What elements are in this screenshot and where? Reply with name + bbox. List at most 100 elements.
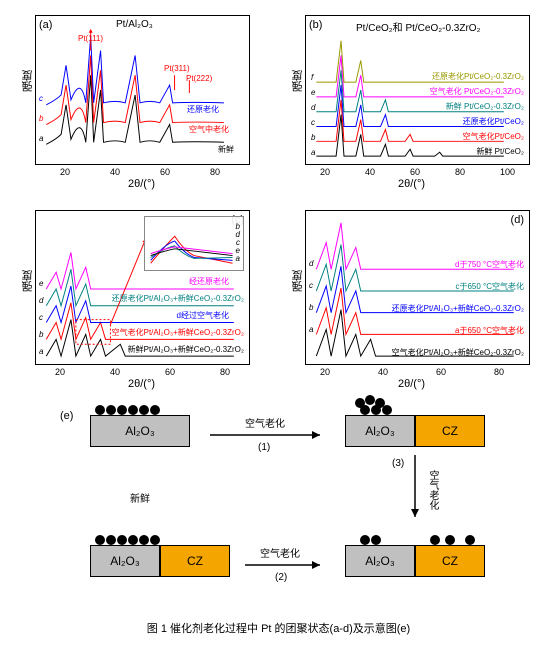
p-bl-5: [150, 535, 160, 545]
p-tl-5: [150, 405, 160, 415]
td-c: c: [309, 281, 313, 290]
arrow-2-num: (2): [275, 572, 287, 583]
sub-br-cz: CZ: [415, 545, 485, 577]
xc-t1: 40: [110, 367, 120, 377]
xb-t3: 80: [455, 167, 465, 177]
p-tr-1: [365, 395, 375, 405]
ad-2: 还原老化Pt/Al₂O₃+新鲜CeO₂-0.3ZrO₂: [392, 303, 524, 314]
xa-t3: 80: [210, 167, 220, 177]
panel-c-inset: b d c e a: [144, 216, 244, 271]
trace-a-c: c: [39, 94, 43, 103]
p-bl-1: [106, 535, 116, 545]
peak-pt222: Pt(222): [186, 74, 212, 83]
xb-t1: 40: [365, 167, 375, 177]
sub-br-al-label: Al₂O₃: [365, 554, 395, 568]
panel-c: (c) b d c e a e d c b a 经还原老化 还原老化Pt/Al₂…: [35, 210, 250, 365]
trace-a-b: b: [39, 114, 43, 123]
ab-1: 空气老化Pt/CeO₂: [463, 131, 524, 142]
xa-t1: 40: [110, 167, 120, 177]
figure-caption: 图 1 催化剂老化过程中 Pt 的团聚状态(a-d)及示意图(e): [0, 620, 557, 636]
ac-3: 还原老化Pt/Al₂O₃+新鲜CeO₂-0.3ZrO₂: [112, 293, 244, 304]
tc-b: b: [39, 330, 43, 339]
xd-t3: 80: [494, 367, 504, 377]
ac-0: 新鲜Pt/Al₂O₃+新鲜CeO₂-0.3ZrO₂: [128, 344, 244, 355]
p-tl-1: [106, 405, 116, 415]
inset-chart: [145, 217, 243, 270]
xd-t1: 40: [378, 367, 388, 377]
arrow-3-num: (3): [392, 458, 404, 469]
sub-bl-al-label: Al₂O₃: [110, 554, 140, 568]
xc-t3: 80: [220, 367, 230, 377]
sub-bl-cz-label: CZ: [187, 554, 203, 568]
ac-2: d经过空气老化: [177, 310, 229, 321]
xd-t0: 20: [320, 367, 330, 377]
xa-t0: 20: [60, 167, 70, 177]
p-tl-4: [139, 405, 149, 415]
tb-a: a: [311, 148, 315, 157]
peak-pt111: Pt(111): [78, 34, 103, 43]
arrow-2-label: 空气老化: [260, 545, 300, 560]
panel-d-ylabel: 强度: [290, 270, 306, 292]
sub-tl-al-label: Al₂O₃: [125, 424, 155, 438]
ab-0: 新鲜 Pt/CeO₂: [476, 146, 524, 157]
ad-1: a于650 °C空气老化: [455, 325, 524, 336]
p-br-2: [430, 535, 440, 545]
panel-b: (b) Pt/CeO₂和 Pt/CeO₂-0.3ZrO₂ f e d c b a…: [305, 15, 530, 165]
panel-d: (d) d c b a d于750 °C空气老化 c于650 °C空气老化 还原…: [305, 210, 530, 365]
fresh-label: 新鲜: [130, 490, 150, 505]
td-b: b: [309, 303, 313, 312]
tb-c: c: [311, 118, 315, 127]
ad-0: 空气老化Pt/Al₂O₃+新鲜CeO₂-0.3ZrO₂: [392, 347, 524, 358]
sub-br-cz-label: CZ: [442, 554, 458, 568]
p-tl-0: [95, 405, 105, 415]
td-d: d: [309, 259, 313, 268]
ab-3: 新鲜 Pt/CeO₂-0.3ZrO₂: [446, 101, 524, 112]
panel-a-chart: [36, 16, 249, 164]
ab-2: 还原老化Pt/CeO₂: [463, 116, 524, 127]
p-br-0: [360, 535, 370, 545]
arrow-1-label: 空气老化: [245, 415, 285, 430]
xb-t2: 60: [410, 167, 420, 177]
ann-a-1: 空气中老化: [189, 124, 229, 135]
tb-e: e: [311, 88, 315, 97]
xb-t0: 20: [320, 167, 330, 177]
arrow-3: [405, 455, 425, 525]
panel-c-ylabel: 强度: [20, 270, 36, 292]
p-tl-3: [128, 405, 138, 415]
p-br-3: [445, 535, 455, 545]
panel-a-ylabel: 强度: [20, 70, 36, 92]
sub-tr-al-label: Al₂O₃: [365, 424, 395, 438]
arrow-3-label: 空气老化: [425, 470, 440, 510]
ab-5: 还原老化Pt/CeO₂-0.3ZrO₂: [432, 71, 524, 82]
ad-4: d于750 °C空气老化: [455, 259, 524, 270]
p-tr-4: [371, 405, 381, 415]
peak-pt311: Pt(311): [164, 64, 190, 73]
tb-b: b: [311, 133, 315, 142]
tc-c: c: [39, 313, 43, 322]
panel-e-label: (e): [60, 410, 73, 422]
trace-a-a: a: [39, 134, 43, 143]
p-tr-5: [382, 405, 392, 415]
xa-t2: 60: [160, 167, 170, 177]
tc-e: e: [39, 279, 43, 288]
ic-a: a: [236, 254, 240, 263]
panel-d-xlabel: 2θ/(°): [398, 378, 425, 390]
panel-a: (a) Pt/Al₂O₃ Pt(111) Pt(311) Pt(222) c b…: [35, 15, 250, 165]
xc-t0: 20: [55, 367, 65, 377]
p-tr-3: [360, 405, 370, 415]
panel-b-ylabel: 强度: [290, 70, 306, 92]
p-bl-3: [128, 535, 138, 545]
xd-t2: 60: [436, 367, 446, 377]
p-bl-0: [95, 535, 105, 545]
sub-bl-cz: CZ: [160, 545, 230, 577]
xb-t4: 100: [500, 167, 515, 177]
panel-c-xlabel: 2θ/(°): [128, 378, 155, 390]
tc-d: d: [39, 296, 43, 305]
td-a: a: [309, 325, 313, 334]
arrow-1-num: (1): [258, 442, 270, 453]
tb-f: f: [311, 73, 313, 82]
tb-d: d: [311, 103, 315, 112]
sub-tl-al: Al₂O₃: [90, 415, 190, 447]
p-bl-4: [139, 535, 149, 545]
ad-3: c于650 °C空气老化: [455, 281, 524, 292]
